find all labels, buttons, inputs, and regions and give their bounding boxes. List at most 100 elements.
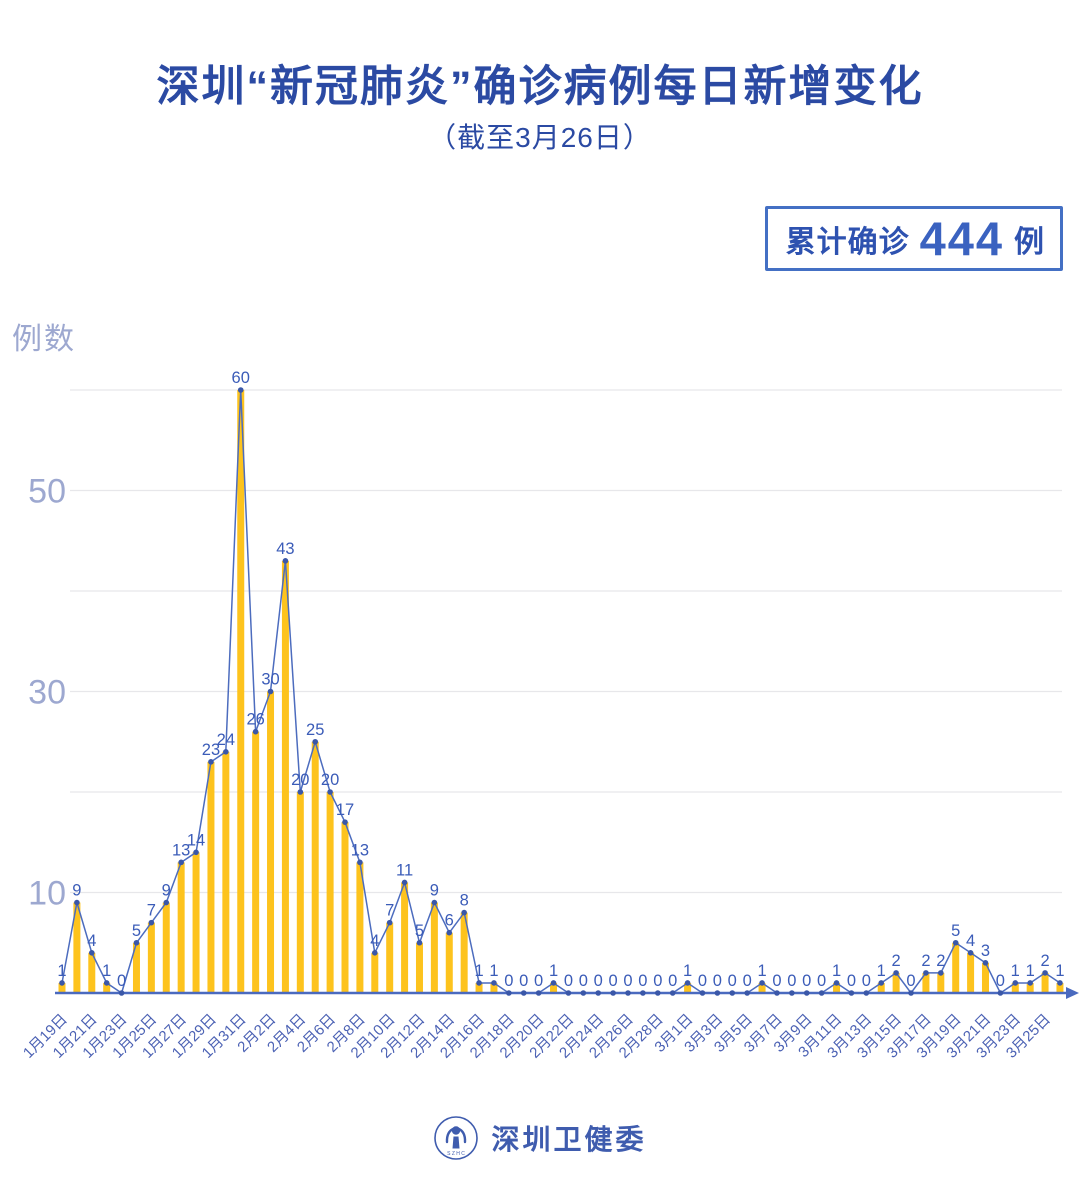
data-point-label: 2 [1040, 952, 1049, 970]
data-point-marker [803, 990, 810, 996]
data-point-marker [401, 879, 408, 886]
data-point-marker [386, 919, 393, 926]
data-point-marker [118, 990, 125, 996]
bar [207, 761, 215, 993]
data-point-label: 9 [162, 882, 171, 900]
data-point-label: 5 [951, 922, 960, 940]
bar [177, 862, 185, 993]
bar [73, 902, 81, 993]
badge-value: 444 [919, 212, 1004, 265]
data-point-marker [88, 950, 95, 956]
data-point-label: 0 [594, 972, 603, 990]
data-point-marker [491, 980, 497, 986]
data-point-label: 1 [683, 962, 692, 980]
data-point-marker [193, 849, 199, 856]
data-point-label: 0 [638, 972, 647, 990]
chart-area: 10 30 50 1 9 4 1 0 5 7 9 13 14 23 24 60 26 30 43 20 25 20 17 13… [0, 300, 1080, 1084]
bar [58, 982, 66, 993]
data-point-marker [744, 990, 750, 996]
data-point-marker [565, 990, 572, 996]
data-point-marker [416, 939, 423, 946]
data-point-marker [908, 990, 914, 996]
data-point-marker [163, 899, 170, 906]
data-point-label: 0 [579, 972, 588, 990]
data-point-label: 23 [202, 741, 220, 759]
data-point-marker [967, 950, 974, 956]
bar [892, 972, 900, 993]
badge-label: 累计确诊 [785, 225, 910, 259]
data-point-label: 1 [489, 962, 498, 980]
data-point-marker [878, 980, 885, 986]
bar [192, 852, 200, 993]
data-point-marker [848, 990, 855, 996]
bar [147, 922, 155, 993]
data-point-marker [714, 990, 721, 996]
data-point-label: 0 [609, 972, 618, 990]
data-point-label: 13 [351, 841, 369, 859]
data-point-label: 0 [564, 972, 573, 990]
data-point-marker [893, 970, 899, 976]
data-point-marker [208, 759, 214, 765]
data-point-label: 0 [862, 972, 871, 990]
data-point-label: 1 [877, 962, 886, 980]
data-point-label: 1 [832, 962, 841, 980]
data-point-label: 43 [276, 540, 294, 558]
data-point-label: 1 [1026, 962, 1035, 980]
bar [296, 792, 304, 993]
y-axis-unit-label: 例数 [12, 323, 76, 356]
data-point-label: 0 [847, 972, 856, 990]
data-point-marker [148, 919, 155, 926]
data-point-label: 60 [232, 369, 250, 387]
data-point-marker [237, 387, 244, 393]
bar [758, 982, 766, 993]
bar [401, 882, 409, 993]
data-point-label: 0 [772, 972, 781, 990]
data-point-label: 0 [817, 972, 826, 990]
data-point-marker [997, 990, 1004, 996]
data-point-marker [371, 950, 378, 956]
y-axis-label: 50 [28, 473, 66, 511]
data-point-marker [818, 990, 825, 996]
data-point-label: 0 [653, 972, 662, 990]
bar [1011, 982, 1019, 993]
data-point-label: 0 [668, 972, 677, 990]
data-point-marker [506, 990, 512, 996]
bar [833, 982, 841, 993]
x-axis-arrow-icon [1066, 987, 1079, 999]
data-point-marker [863, 990, 870, 996]
data-point-label: 1 [1011, 962, 1020, 980]
bar [356, 862, 364, 993]
data-point-marker [461, 909, 467, 916]
data-point-marker [223, 749, 229, 755]
szhc-logo-icon: S Z H C [434, 1116, 479, 1160]
org-name: 深圳卫健委 [491, 1124, 647, 1155]
data-point-label: 20 [321, 771, 339, 789]
data-point-label: 4 [370, 932, 379, 950]
data-point-marker [535, 990, 542, 996]
data-point-label: 1 [474, 962, 483, 980]
chart-canvas: 1030501941057913142324602630432025201713… [20, 369, 1079, 1062]
data-point-marker [774, 990, 780, 996]
bar [371, 952, 379, 993]
bar [341, 822, 349, 993]
bar [281, 560, 289, 993]
data-point-label: 0 [728, 972, 737, 990]
data-point-label: 0 [698, 972, 707, 990]
bar [684, 982, 692, 993]
bar [430, 902, 438, 993]
data-point-label: 1 [757, 962, 766, 980]
data-point-marker [982, 960, 989, 966]
bar [237, 390, 245, 993]
data-point-marker [252, 728, 259, 735]
data-point-marker [729, 990, 736, 996]
bar [937, 972, 945, 993]
data-point-marker [1012, 980, 1019, 986]
bar [445, 932, 453, 993]
data-point-label: 0 [787, 972, 796, 990]
bar [326, 792, 334, 993]
data-point-label: 4 [87, 932, 96, 950]
data-point-label: 25 [306, 721, 324, 739]
data-point-label: 3 [981, 942, 990, 960]
data-point-marker [625, 990, 631, 996]
